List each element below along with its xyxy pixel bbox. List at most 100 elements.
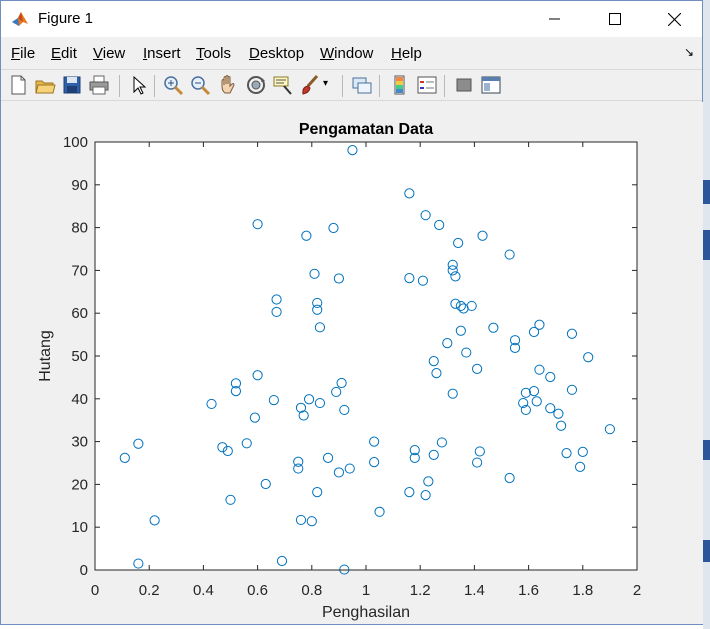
data-point xyxy=(436,437,447,448)
data-point xyxy=(149,515,160,526)
brush-dropdown-icon[interactable]: ▾ xyxy=(323,78,329,89)
close-icon xyxy=(667,12,681,26)
figure-toolbar: ▾ xyxy=(1,69,702,101)
minimize-button[interactable] xyxy=(532,1,578,37)
data-point xyxy=(312,297,323,309)
data-point xyxy=(574,461,586,472)
data-point xyxy=(314,397,326,409)
background-window-edge xyxy=(703,0,710,629)
close-button[interactable] xyxy=(651,1,697,37)
print-icon[interactable] xyxy=(88,74,110,96)
edit-plot-icon[interactable] xyxy=(128,74,150,96)
new-figure-icon[interactable] xyxy=(7,74,29,96)
data-point xyxy=(230,378,242,389)
data-point xyxy=(534,319,545,330)
data-point xyxy=(404,188,415,199)
data-point xyxy=(472,363,483,374)
matlab-logo-icon xyxy=(11,10,29,28)
y-axis-label: Hutang xyxy=(37,330,54,382)
data-point xyxy=(252,219,263,230)
data-point xyxy=(301,230,312,241)
chart-title: Pengamatan Data xyxy=(299,121,433,138)
data-point xyxy=(531,396,542,407)
x-tick-label: 0.6 xyxy=(247,582,268,599)
rotate-3d-icon[interactable] xyxy=(245,74,267,96)
data-point xyxy=(241,438,252,449)
brush-icon[interactable] xyxy=(299,74,321,96)
data-point xyxy=(225,494,236,505)
zoom-out-icon[interactable] xyxy=(189,74,211,96)
data-point xyxy=(333,467,344,478)
pan-icon[interactable] xyxy=(217,74,239,96)
data-point xyxy=(561,448,572,459)
x-tick-label: 1.2 xyxy=(410,582,431,599)
data-point xyxy=(295,514,307,526)
data-point xyxy=(133,558,144,569)
x-tick-label: 0.4 xyxy=(193,582,214,599)
data-point xyxy=(472,457,483,468)
maximize-button[interactable] xyxy=(592,1,638,37)
menu-file[interactable]: File xyxy=(11,45,36,62)
show-plot-tools-icon[interactable] xyxy=(480,74,502,96)
menu-insert[interactable]: Insert xyxy=(143,45,181,62)
data-point xyxy=(217,442,228,453)
scatter-chart[interactable]: 0 0.2 0.4 0.6 0.8 1 1.2 1.4 1.6 1.8 20102030405060… xyxy=(2,102,703,624)
data-cursor-icon[interactable] xyxy=(272,74,294,96)
y-tick-label: 50 xyxy=(71,348,88,365)
data-point xyxy=(450,271,461,282)
menu-tools[interactable]: Tools xyxy=(196,45,232,62)
data-point xyxy=(409,452,420,463)
y-tick-label: 30 xyxy=(71,434,88,451)
data-point xyxy=(119,452,130,463)
data-point xyxy=(409,445,420,456)
data-point xyxy=(295,402,307,413)
data-point xyxy=(312,304,323,315)
menu-help[interactable]: Help xyxy=(391,45,422,62)
menu-edit[interactable]: Edit xyxy=(51,45,77,62)
data-point xyxy=(545,403,556,414)
link-plot-icon[interactable] xyxy=(351,74,373,96)
y-tick-label: 100 xyxy=(63,134,88,151)
data-point xyxy=(222,445,233,457)
toolbar-separator xyxy=(444,75,445,97)
data-point xyxy=(420,490,431,501)
menu-desktop[interactable]: Desktop xyxy=(249,45,305,62)
data-point xyxy=(331,386,342,398)
data-point xyxy=(534,364,545,375)
data-point xyxy=(303,394,315,405)
data-point xyxy=(434,219,445,231)
data-point xyxy=(583,352,594,363)
dock-arrow-icon[interactable]: ↘ xyxy=(683,45,694,59)
data-point xyxy=(328,222,339,234)
data-point xyxy=(488,322,499,333)
data-point xyxy=(314,322,326,333)
data-point xyxy=(293,463,304,474)
data-point xyxy=(450,298,461,309)
data-point xyxy=(474,446,485,457)
zoom-in-icon[interactable] xyxy=(162,74,184,96)
data-point xyxy=(417,275,429,286)
data-point xyxy=(309,268,320,279)
menu-view[interactable]: View xyxy=(93,45,126,62)
hide-plot-tools-icon[interactable] xyxy=(453,74,475,96)
x-axis-label: Penghasilan xyxy=(322,604,410,621)
y-tick-label: 70 xyxy=(71,262,88,279)
minimize-icon xyxy=(549,18,560,20)
data-point xyxy=(404,487,415,498)
data-point xyxy=(271,306,282,318)
axis-ticks: 0 0.2 0.4 0.6 0.8 1 1.2 1.4 1.6 1.8 20102030405060… xyxy=(63,134,641,599)
data-point xyxy=(374,506,385,517)
data-point xyxy=(545,371,556,383)
data-point xyxy=(276,555,288,567)
save-icon[interactable] xyxy=(61,74,83,96)
menu-window[interactable]: Window xyxy=(320,45,374,62)
x-tick-label: 1.4 xyxy=(464,582,485,599)
colorbar-icon[interactable] xyxy=(389,74,411,96)
data-point xyxy=(442,338,453,349)
y-tick-label: 90 xyxy=(71,177,88,194)
toolbar-separator xyxy=(379,75,380,97)
open-file-icon[interactable] xyxy=(34,74,56,96)
data-point xyxy=(336,377,347,389)
legend-icon[interactable] xyxy=(416,74,438,96)
